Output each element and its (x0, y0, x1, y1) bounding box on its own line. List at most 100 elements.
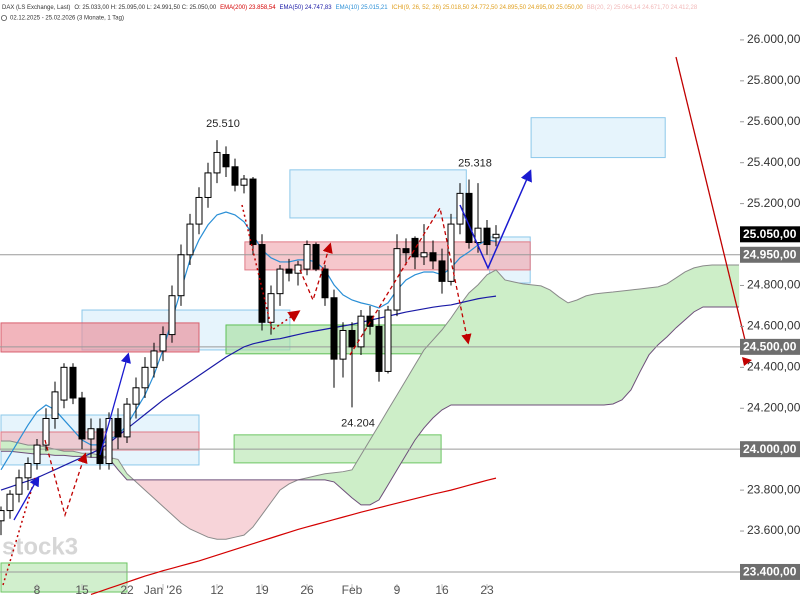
cloud-span-a (1, 264, 739, 540)
x-tick-label: 8 (34, 583, 41, 597)
candle-body (384, 309, 392, 372)
cloud-segment (712, 265, 722, 307)
candle-body (87, 428, 95, 440)
x-tick-label: 12 (210, 583, 224, 597)
cloud-span-b (1, 306, 739, 506)
cloud-segment (505, 279, 515, 405)
x-tick-label: 16 (435, 583, 449, 597)
y-tick-label: 25.400,00 (747, 155, 800, 169)
cloud-segment (577, 295, 587, 405)
candle-body (393, 248, 401, 311)
watermark: stock3 (2, 533, 78, 560)
cloud-segment (361, 439, 371, 505)
candle-body (402, 248, 410, 254)
candle-body (357, 315, 365, 348)
candle-body (303, 244, 311, 270)
candle-body (312, 244, 320, 270)
trend-arrow (99, 352, 131, 456)
candle-body (150, 350, 158, 368)
x-tick-label: Jan '26 (144, 583, 183, 597)
cloud-segment (334, 471, 344, 490)
candle-body (294, 264, 302, 274)
zone (0, 562, 128, 593)
cloud-segment (586, 293, 596, 405)
cloud-segment (172, 479, 182, 523)
cloud-segment (595, 292, 605, 405)
cloud-segment (442, 318, 452, 410)
candle-body (267, 293, 275, 323)
cloud-segment (379, 409, 389, 500)
candle-body (492, 233, 500, 239)
header-item: ICHI(9, 26, 52, 26) 25.018,50 24.772,50 … (392, 5, 584, 11)
candle-body (375, 325, 383, 372)
cloud-segment (415, 349, 425, 440)
header-item: EMA(10) 25.015,21 (336, 5, 389, 11)
header: 02.12.2025 - 25.02.2026 (3 Monate, 1 Tag… (1, 5, 698, 22)
cloud-segment (694, 265, 704, 312)
cloud-segment (649, 286, 659, 355)
zone (289, 169, 467, 219)
candle-body (285, 268, 293, 274)
cloud-segment (64, 451, 74, 457)
header-item: EMA(200) 23.858,54 (220, 5, 276, 11)
cloud-segment (244, 479, 254, 536)
cloud-segment (613, 290, 623, 404)
cloud-segment (343, 469, 353, 498)
cloud-segment (226, 479, 236, 540)
cloud-segment (136, 479, 146, 491)
candle-body (195, 196, 203, 225)
candle-body (69, 366, 77, 399)
cloud-segment (730, 265, 740, 307)
candle-body (483, 227, 491, 246)
header-item: BB(20, 2) 25.064,14 24.671,70 24.412,28 (587, 5, 698, 11)
candle-body (51, 391, 59, 419)
price-flag-label: 24.950,00 (743, 247, 797, 261)
cloud-segment (307, 475, 317, 480)
candle-body (159, 334, 167, 352)
y-tick-label: 24.200,00 (747, 400, 800, 414)
cloud-segment (253, 479, 263, 527)
price-flag (740, 246, 800, 263)
y-tick-label: 23.600,00 (747, 523, 800, 537)
cloud-segment (19, 443, 29, 454)
price-flag (740, 226, 800, 243)
candle-body (438, 260, 446, 282)
y-tick-label: 26.000,00 (747, 32, 800, 46)
candle-body (0, 510, 5, 522)
candle-body (348, 329, 356, 348)
cloud-segment (496, 269, 506, 405)
price-flag (740, 563, 800, 580)
cloud-segment (514, 281, 524, 405)
candle-body (249, 178, 257, 246)
candle-body (339, 329, 347, 360)
cloud-segment (118, 459, 128, 480)
price-flag-label: 24.500,00 (743, 340, 797, 354)
candle-body (456, 192, 464, 225)
candle-body (78, 397, 86, 440)
cloud-segment (667, 277, 677, 337)
candle-body (420, 252, 428, 258)
cloud-segment (676, 271, 686, 328)
cloud-segment (163, 479, 173, 515)
y-tick-label: 24.400,00 (747, 359, 800, 373)
cloud-segment (388, 394, 398, 485)
candle-body (132, 387, 140, 405)
cloud-segment (703, 265, 713, 307)
candle-body (447, 223, 455, 282)
price-flag (740, 441, 800, 458)
cloud-segment (55, 449, 65, 456)
cloud-segment (145, 479, 155, 499)
cloud-segment (190, 479, 200, 534)
candle-body (42, 417, 50, 446)
price-annotation: 24.204 (341, 417, 375, 429)
cloud-segment (622, 289, 632, 400)
cloud-segment (181, 479, 191, 529)
cloud-segment (460, 292, 470, 405)
trend-arrow (13, 475, 40, 521)
cloud-segment (289, 479, 299, 484)
price-flag-label: 25.050,00 (743, 227, 797, 241)
moving-average (90, 477, 497, 596)
x-tick-label: 22 (120, 583, 134, 597)
candle-body (105, 417, 113, 465)
